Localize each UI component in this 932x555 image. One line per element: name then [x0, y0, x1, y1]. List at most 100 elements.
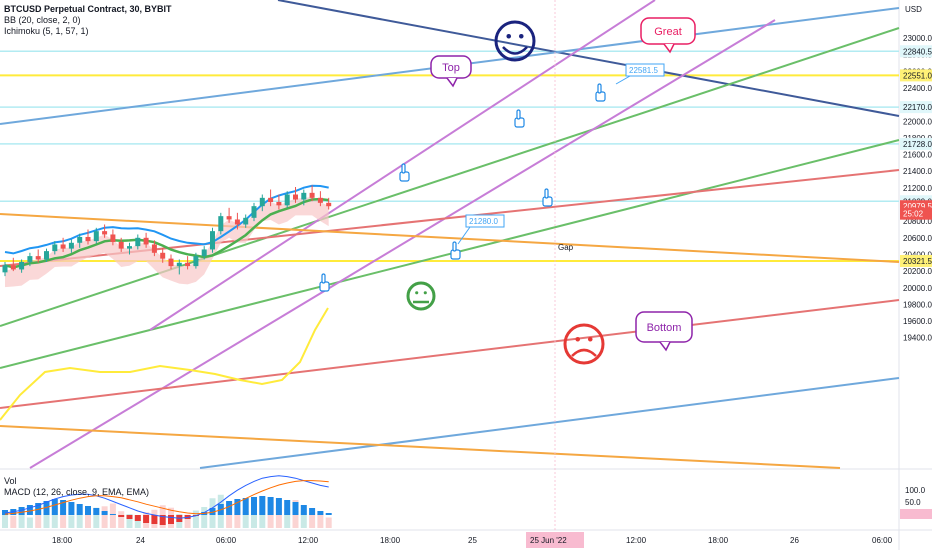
time-tick-label: 26: [790, 536, 799, 545]
volume-bar: [226, 503, 233, 528]
volume-bar: [60, 513, 67, 528]
price-tick-label: 22400.0: [903, 84, 932, 93]
macd-histogram-bar: [275, 498, 282, 515]
candle-body: [243, 217, 249, 225]
volume-bar: [18, 508, 25, 528]
callout-label: 21280.0: [469, 217, 498, 226]
time-tick-label: 06:00: [872, 536, 893, 545]
candle-body: [77, 236, 83, 243]
candle-body: [68, 242, 74, 249]
price-tick-label: 19800.0: [903, 300, 932, 309]
volume-bar: [109, 503, 116, 528]
macd-histogram-bar: [242, 498, 249, 515]
callout-box: [625, 63, 665, 77]
hand-pointer-icon: [595, 83, 606, 102]
macd-histogram-bar: [126, 515, 133, 519]
macd-histogram-bar: [284, 500, 291, 515]
price-badge: [900, 45, 932, 58]
candle-body: [110, 234, 116, 242]
hand-pointer-icon: [450, 241, 461, 260]
candle-body: [35, 256, 41, 260]
price-tick-label: 20200.0: [903, 267, 932, 276]
callout-leader: [615, 75, 631, 85]
candle-body: [60, 244, 66, 249]
face-eye: [518, 33, 524, 39]
price-tick-label: 19400.0: [903, 334, 932, 343]
candle-body: [293, 194, 298, 200]
candle-body: [118, 241, 124, 249]
volume-bar: [284, 508, 291, 528]
candle-body: [143, 237, 149, 245]
macd-histogram-bar: [309, 508, 316, 515]
macd-histogram-bar: [267, 497, 274, 515]
candle-body: [127, 246, 132, 249]
callout-label: 22581.5: [629, 66, 658, 75]
macd-histogram-bar: [43, 501, 50, 515]
bubble-label: Bottom: [647, 322, 682, 334]
hand-pointer-icon: [542, 188, 553, 207]
price-badge-label: 22840.5: [903, 47, 932, 56]
price-tick-label: 21600.0: [903, 151, 932, 160]
vol-legend[interactable]: Vol: [4, 476, 17, 486]
candle-body: [168, 258, 174, 267]
symbol-title[interactable]: BTCUSD Perpetual Contract, 30, BYBIT: [4, 4, 172, 14]
bubble-tail: [446, 77, 458, 88]
time-tick-label: 24: [136, 536, 145, 545]
gap-label: Gap: [558, 243, 574, 252]
candle-body: [151, 244, 157, 253]
candle-body: [301, 192, 307, 200]
ichimoku-legend[interactable]: Ichimoku (5, 1, 57, 1): [4, 26, 89, 36]
volume-bar: [234, 508, 241, 528]
macd-histogram-bar: [251, 497, 257, 515]
callout-box: [465, 214, 505, 228]
trendline-blue-lower: [199, 377, 900, 469]
price-tick-label: 22000.0: [903, 117, 932, 126]
price-badge-label: 22170.0: [903, 103, 932, 112]
hand-pointer-icon: [319, 273, 330, 292]
time-tick-label: 18:00: [52, 536, 73, 545]
candle-body: [176, 262, 182, 267]
macd-histogram-bar: [259, 496, 266, 515]
great-bubble: Great: [640, 17, 696, 54]
candle-body: [52, 244, 58, 252]
face-eye: [423, 291, 427, 295]
time-tick-label: 06:00: [216, 536, 237, 545]
volume-bar: [309, 512, 316, 528]
neutral-face-icon: [406, 281, 436, 311]
price-badge: [900, 254, 932, 267]
bubble-label: Top: [442, 62, 460, 74]
volume-bar: [68, 515, 75, 528]
macd-histogram-bar: [226, 501, 233, 515]
trendline-orange-upper: [0, 213, 900, 263]
candle-body: [27, 256, 33, 262]
macd-tick-label: 50.0: [905, 498, 921, 507]
macd-histogram-bar: [60, 500, 67, 515]
volume-bar: [134, 515, 141, 528]
macd-axis-badge: [900, 509, 932, 519]
volume-bar: [126, 514, 133, 528]
callout-21280: 21280.0: [465, 214, 505, 228]
hand-finger: [452, 241, 457, 252]
volume-bar: [10, 515, 17, 528]
hand-finger: [401, 163, 406, 174]
face-mouth: [502, 46, 528, 55]
trendline-green-lower: [0, 139, 900, 369]
bb-legend[interactable]: BB (20, close, 2, 0): [4, 15, 81, 25]
macd-histogram-bar: [93, 508, 100, 515]
volume-bar: [101, 506, 108, 528]
candle-body: [85, 236, 91, 242]
price-tick-label: 20400.0: [903, 250, 932, 259]
volume-bar: [192, 510, 199, 528]
volume-bar: [275, 507, 282, 528]
volume-bar: [201, 507, 208, 528]
price-badge: [900, 69, 932, 82]
face-outline: [406, 281, 436, 311]
macd-legend[interactable]: MACD (12, 26, close, 9, EMA, EMA): [4, 487, 150, 497]
time-highlight-label: 25 Jun '22: [530, 536, 567, 545]
macd-line: [4, 475, 329, 519]
price-tick-label: 21400.0: [903, 167, 932, 176]
price-tick-label: 20000.0: [903, 284, 932, 293]
